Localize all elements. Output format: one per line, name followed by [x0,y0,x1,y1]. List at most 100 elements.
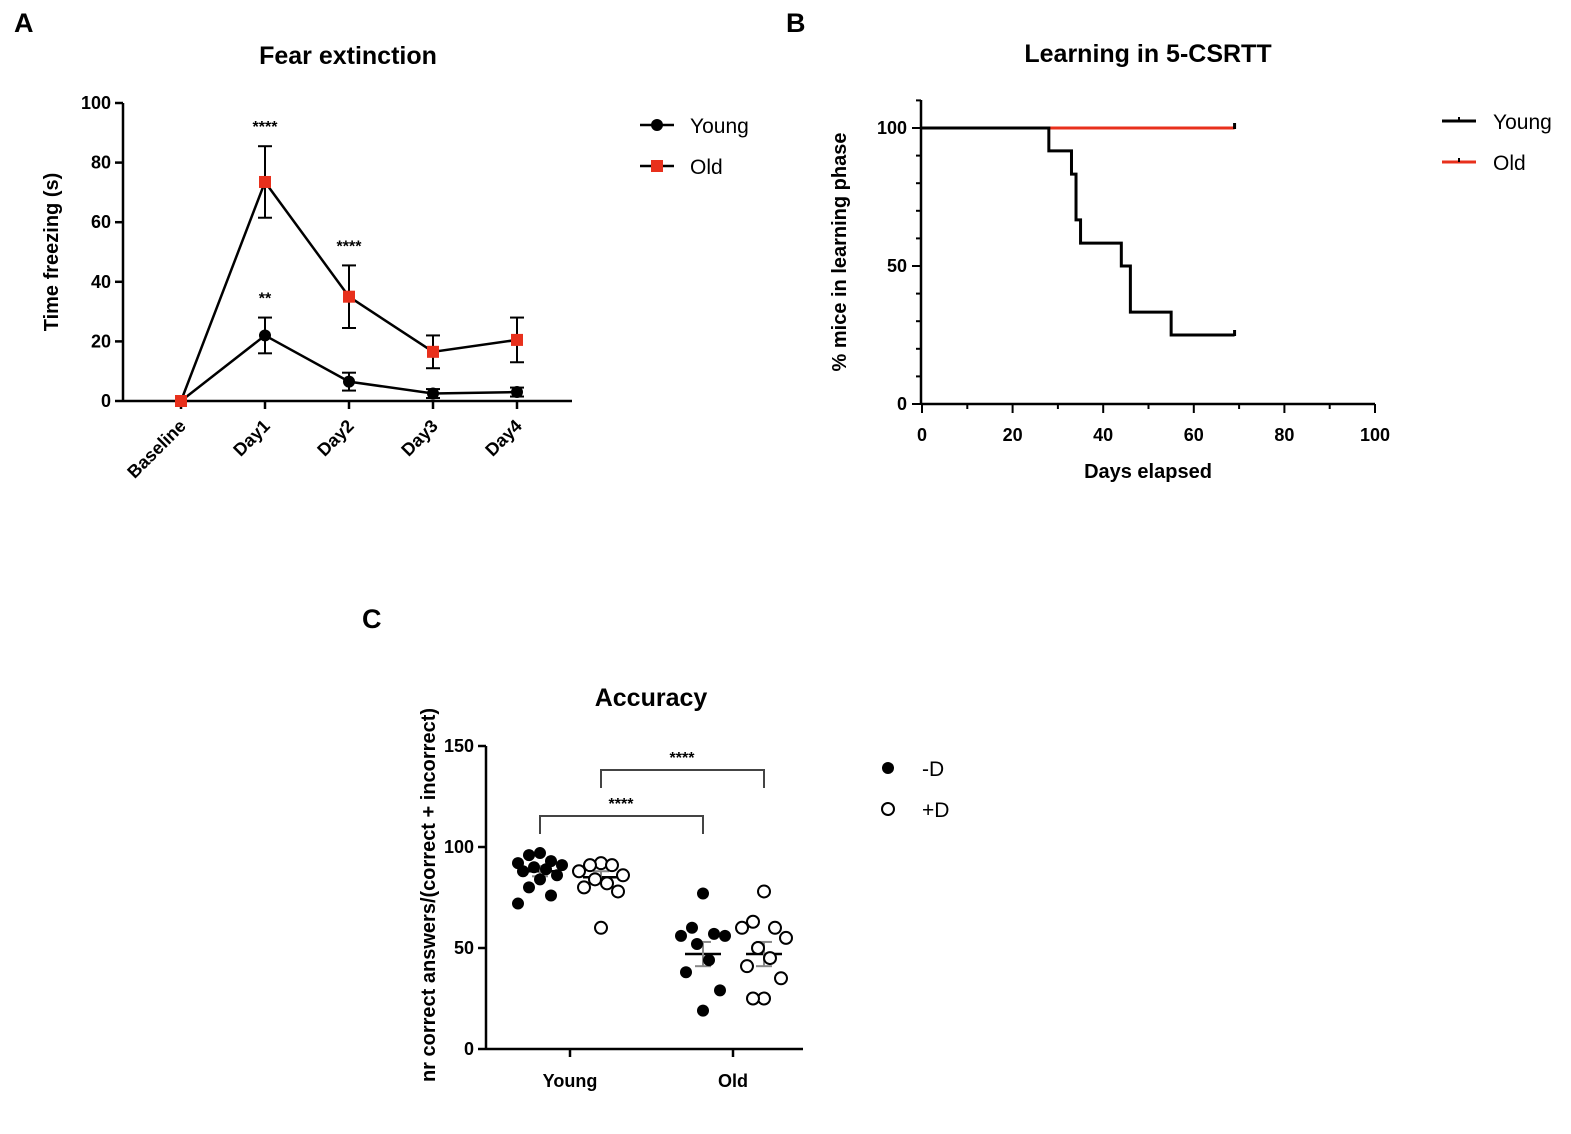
panel-c-data-point-young-minus-d [523,849,535,862]
panel-letter-a: A [14,8,34,38]
panel-a-x-tick-label-day2: Day2 [313,416,358,461]
panel-c-y-tick-label: 150 [444,736,474,756]
panel-b-legend-label-young: Young [1493,111,1552,134]
panel-c-data-point-old-minus-d [680,966,692,979]
panel-c-data-point-old-plus-d [735,920,749,935]
panel-c-data-point-young-minus-d [517,865,529,878]
panel-a-point-old [343,290,355,303]
panel-c-data-point-young-minus-d [512,897,524,910]
panel-a-legend-marker-young [651,119,663,131]
panel-a-point-young [259,329,271,342]
panel-c-x-tick-label-young: Young [543,1071,598,1091]
panel-c-data-point-old-minus-d [719,929,731,942]
panel-a-legend-label-old: Old [690,156,723,179]
panel-c-legend-label-minus-d: -D [922,758,944,781]
panel-c-title: Accuracy [595,684,708,712]
panel-a-significance-label: **** [337,238,363,255]
panel-a-y-axis-title: Time freezing (s) [41,173,63,332]
panel-c-data-point-young-minus-d [528,861,540,874]
panel-a-point-old [427,345,439,358]
panel-a-x-tick-label-baseline: Baseline [123,416,190,483]
panel-c-data-point-young-plus-d [600,876,614,891]
panel-a-point-young [343,375,355,388]
panel-a-x-tick-label-day3: Day3 [397,416,442,461]
panel-a-y-tick-label: 20 [91,331,111,351]
panel-a-significance-label: ** [259,291,272,308]
panel-a-y-tick-label: 80 [91,153,111,173]
panel-a-point-old [511,333,523,346]
panel-c-data-point-young-plus-d [616,868,630,883]
panel-c-significance-label-1: **** [609,796,635,813]
panel-b-title: Learning in 5-CSRTT [1024,40,1271,68]
panel-b-x-tick-label: 20 [1003,425,1023,445]
panel-c-data-point-old-minus-d [675,929,687,942]
panel-c-data-point-old-minus-d [714,984,726,997]
panel-c-significance-bracket-2 [600,769,765,788]
panel-c-data-point-young-plus-d [588,872,602,887]
panel-c-significance-label-2: **** [670,750,696,767]
panel-a-legend-label-young: Young [690,115,749,138]
panel-c-data-point-young-minus-d [534,847,546,860]
panel-a-x-tick-label-day1: Day1 [229,416,274,461]
panel-c-data-point-old-plus-d [768,920,782,935]
panel-a-fear-extinction: Fear extinction 0 20 40 60 80 100 Time freezing… [41,42,749,482]
panel-b-x-tick-label: 0 [917,425,927,445]
panel-c-data-point-young-plus-d [577,880,591,895]
panel-c-significance-bracket-1 [539,815,704,834]
panel-a-point-old [175,395,187,407]
panel-b-y-tick-label: 0 [897,394,907,414]
panel-letter-b: B [786,8,806,38]
panel-b-y-tick-label: 50 [887,256,907,276]
panel-a-x-tick-label-day4: Day4 [481,416,526,461]
panel-letter-c: C [362,604,382,634]
panel-c-data-point-young-plus-d [594,856,608,871]
panel-c-legend-label-plus-d: +D [922,799,949,822]
panel-c-y-axis-title: nr correct answers/(correct + incorrect) [418,708,440,1082]
panel-c-data-point-old-plus-d [763,951,777,966]
panel-c-y-tick-label: 100 [444,837,474,857]
panel-c-data-point-young-plus-d [605,858,619,873]
panel-c-data-point-young-plus-d [594,920,608,935]
panel-b-x-tick-label: 100 [1360,425,1390,445]
panel-a-y-tick-label: 40 [91,272,111,292]
panel-c-data-point-young-minus-d [551,869,563,882]
panel-b-x-tick-label: 60 [1184,425,1204,445]
panel-c-data-point-young-minus-d [523,881,535,894]
panel-a-significance-label: **** [253,119,279,136]
panel-b-y-axis-title: % mice in learning phase [829,133,851,372]
panel-b-y-tick-label: 100 [877,118,907,138]
panel-c-data-point-old-minus-d [708,927,720,940]
panel-c-data-point-old-minus-d [686,921,698,934]
panel-c-data-point-old-plus-d [757,884,771,899]
panel-a-point-young [427,387,439,400]
panel-c-data-point-old-minus-d [703,954,715,967]
panel-c-legend-marker-minus-d [882,762,894,774]
panel-b-x-axis-title: Days elapsed [1084,461,1212,483]
panel-c-data-point-young-minus-d [556,859,568,872]
panel-b-x-tick-label: 80 [1274,425,1294,445]
panel-c-data-point-old-plus-d [740,959,754,974]
panel-a-y-tick-label: 60 [91,212,111,232]
panel-a-y-tick-label: 0 [101,391,111,411]
panel-c-data-point-old-plus-d [746,991,760,1006]
panel-b-legend-label-old: Old [1493,152,1526,175]
panel-c-data-point-old-plus-d [746,914,760,929]
panel-c-data-point-old-minus-d [697,887,709,900]
panel-c-data-point-old-plus-d [751,941,765,955]
panel-c-y-tick-label: 50 [454,938,474,958]
panel-c-x-tick-label-old: Old [718,1071,748,1091]
panel-a-point-old [259,175,271,188]
panel-c-data-point-young-minus-d [534,873,546,886]
panel-c-data-point-old-plus-d [774,971,788,986]
panel-c-data-point-young-plus-d [572,864,586,879]
panel-c-data-point-old-minus-d [697,1004,709,1017]
panel-c-legend-marker-plus-d [881,802,895,816]
panel-a-legend-marker-old [651,160,663,172]
panel-a-point-young [511,386,523,399]
panel-c-data-point-young-minus-d [540,863,552,876]
panel-c-data-point-old-minus-d [691,937,703,950]
panel-c-data-point-young-plus-d [583,858,597,873]
panel-b-x-tick-label: 40 [1093,425,1113,445]
